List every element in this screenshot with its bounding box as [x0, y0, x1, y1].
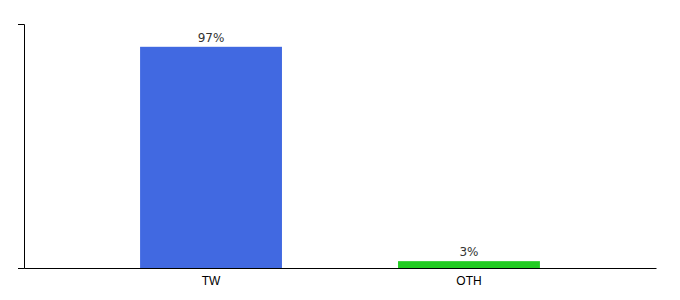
- y-axis: [18, 25, 25, 269]
- bar: [140, 47, 282, 268]
- x-axis: TW OTH: [25, 268, 657, 288]
- data-label: 3%: [459, 245, 478, 259]
- data-label: 97%: [198, 31, 225, 45]
- bar: [398, 261, 540, 268]
- plot: TW OTH 97% 3%: [18, 25, 657, 288]
- y-axis-line: [18, 25, 25, 269]
- x-tick: TW: [202, 268, 221, 288]
- x-tick-label: TW: [202, 274, 221, 288]
- data-labels: 97% 3%: [198, 31, 479, 259]
- x-tick-label: OTH: [456, 274, 481, 288]
- chart: TW OTH 97% 3%: [0, 0, 680, 300]
- bars: [140, 47, 540, 268]
- x-axis-line: [25, 268, 657, 269]
- x-tick: OTH: [456, 268, 481, 288]
